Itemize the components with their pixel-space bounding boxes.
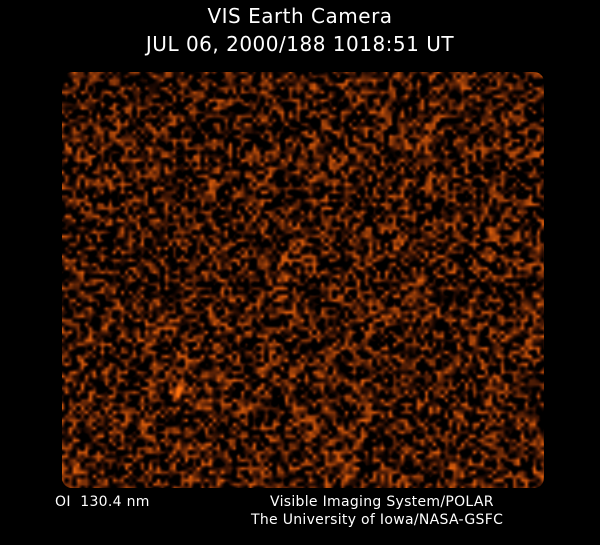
earth-camera-image [62,72,544,488]
credit-line-2: The University of Iowa/NASA-GSFC [251,512,504,528]
wavelength-label: OI 130.4 nm [55,494,150,510]
image-title: VIS Earth Camera [207,4,393,28]
image-timestamp: JUL 06, 2000/188 1018:51 UT [145,32,455,56]
credit-line-1: Visible Imaging System/POLAR [270,494,494,510]
